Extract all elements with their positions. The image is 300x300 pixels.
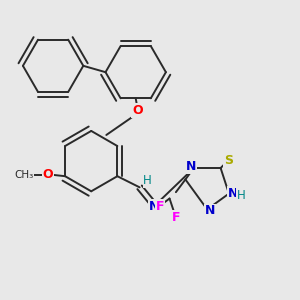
Text: H: H (237, 189, 245, 202)
Text: CH₃: CH₃ (14, 169, 33, 180)
Text: O: O (42, 168, 53, 181)
Text: H: H (143, 175, 152, 188)
Text: N: N (205, 205, 215, 218)
Text: S: S (224, 154, 233, 166)
Text: F: F (172, 211, 180, 224)
Text: F: F (156, 200, 164, 213)
Text: N: N (149, 200, 159, 213)
Text: O: O (132, 104, 142, 117)
Text: N: N (228, 187, 238, 200)
Text: N: N (186, 160, 196, 173)
